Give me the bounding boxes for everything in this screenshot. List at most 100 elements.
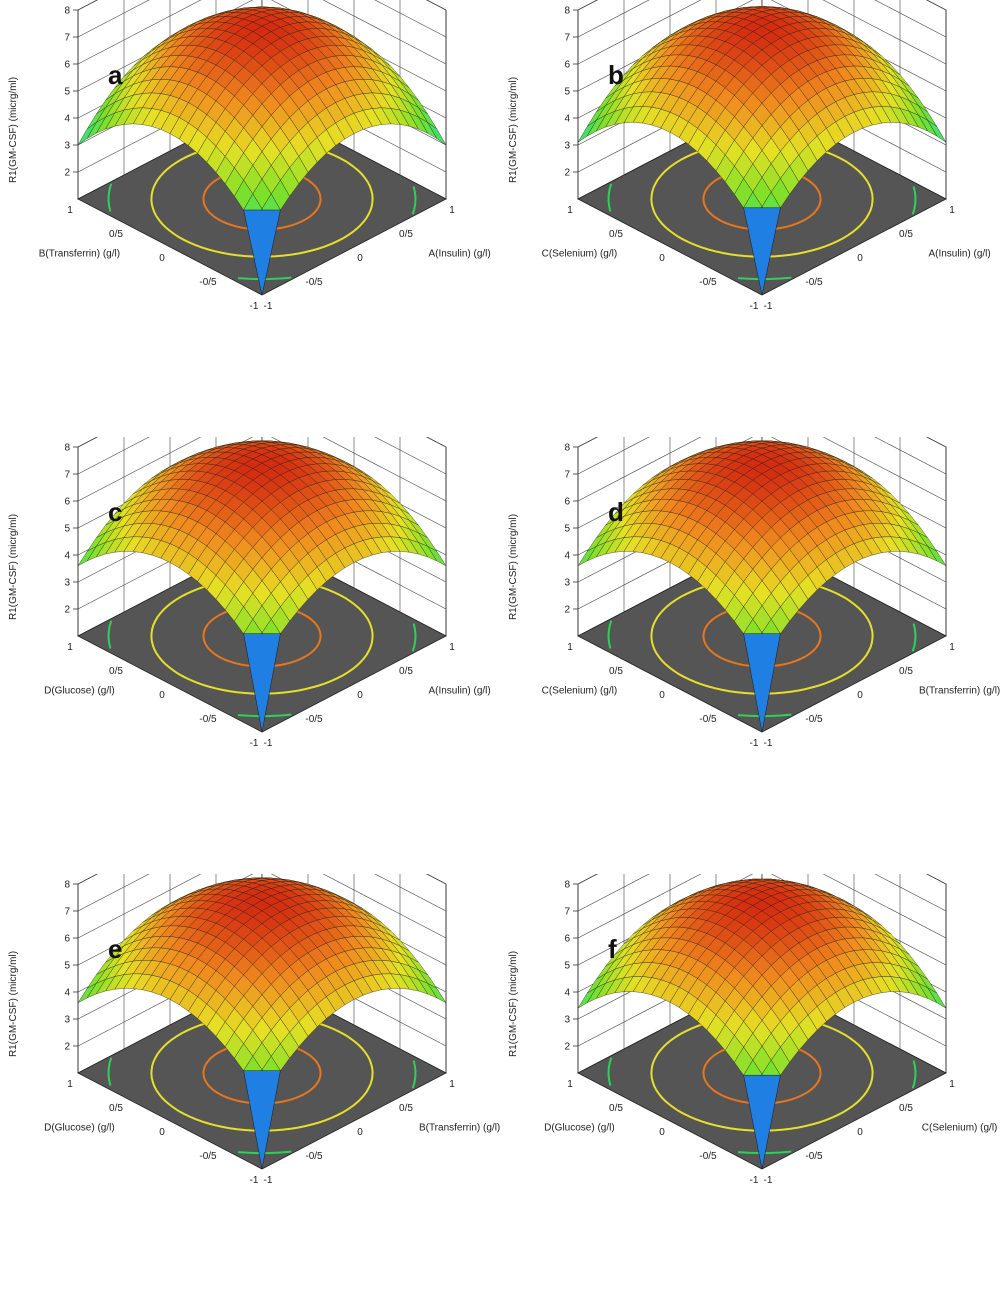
contour-line: [607, 183, 613, 212]
chart-panel-d: 2 3 4 5 6 7 8 -1 -0/5 0 0/5 1 -1 -0/5 0 0/5 1 B(Transferr…: [500, 437, 1000, 874]
z-tick-label: 7: [564, 470, 570, 481]
x-tick-label: -1: [764, 1175, 773, 1186]
y-tick-label: 0/5: [109, 229, 123, 240]
x-tick-label: -0/5: [805, 714, 823, 725]
z-tick-label: 4: [564, 114, 570, 125]
y-tick-label: -0/5: [199, 277, 217, 288]
y-tick-label: -0/5: [199, 714, 217, 725]
x-tick-label: 1: [949, 642, 955, 653]
contour-line: [607, 1057, 613, 1086]
contour-line: [107, 183, 113, 212]
x-tick-label: 0: [357, 1127, 363, 1138]
z-tick-label: 6: [64, 497, 70, 508]
y-tick-label: 0: [159, 690, 165, 701]
z-tick-label: 3: [564, 141, 570, 152]
x-ticks: -1 -0/5 0 0/5 1: [764, 1079, 956, 1186]
z-tick-label: 2: [564, 605, 570, 616]
x-tick-label: 1: [449, 205, 455, 216]
z-tick-label: 4: [64, 551, 70, 562]
y-tick-label: 0: [659, 1127, 665, 1138]
z-tick-label: 7: [64, 33, 70, 44]
y-ticks: -1 -0/5 0 0/5 1: [67, 642, 259, 749]
y-tick-label: 0/5: [109, 1103, 123, 1114]
surface-mesh: [77, 440, 447, 663]
z-tick-label: 4: [64, 114, 70, 125]
y-axis-label: B(Transferrin) (g/l): [39, 249, 120, 260]
y-tick-label: 1: [567, 642, 573, 653]
x-ticks: -1 -0/5 0 0/5 1: [764, 205, 956, 312]
x-tick-label: 0/5: [899, 229, 913, 240]
z-tick-label: 3: [64, 578, 70, 589]
contour-line: [911, 623, 917, 652]
chart-panel-f: 2 3 4 5 6 7 8 -1 -0/5 0 0/5 1 -1 -0/5 0 0/5 1 C(Selenium)…: [500, 874, 1000, 1311]
y-tick-label: -0/5: [699, 1151, 717, 1162]
z-tick-label: 8: [64, 443, 70, 454]
y-axis-label: D(Glucose) (g/l): [544, 1123, 615, 1134]
x-tick-label: 0/5: [899, 1103, 913, 1114]
y-tick-label: -0/5: [199, 1151, 217, 1162]
z-ticks: 2 3 4 5 6 7 8: [64, 443, 78, 616]
y-tick-label: -1: [750, 738, 759, 749]
y-axis-label: D(Glucose) (g/l): [44, 686, 115, 697]
surface-plot-a: 2 3 4 5 6 7 8 -1 -0/5 0 0/5 1 -1 -0/5 0 0/5 1 A(Insulin) …: [8, 0, 491, 312]
y-tick-label: 0/5: [609, 666, 623, 677]
surface-plot-b: 2 3 4 5 6 7 8 -1 -0/5 0 0/5 1 -1 -0/5 0 0/5 1 A(Insulin) …: [508, 0, 991, 312]
y-tick-label: 0: [159, 253, 165, 264]
z-tick-label: 8: [564, 443, 570, 454]
z-axis-label: R1(GM-CSF) (micrg/ml): [8, 951, 19, 1057]
z-tick-label: 3: [64, 1015, 70, 1026]
x-tick-label: -0/5: [805, 1151, 823, 1162]
x-tick-label: 0: [857, 253, 863, 264]
x-axis-label: C(Selenium) (g/l): [922, 1123, 998, 1134]
panel-letter: e: [108, 934, 122, 964]
z-tick-label: 4: [64, 988, 70, 999]
surface-mesh: [577, 878, 947, 1105]
z-axis-label: R1(GM-CSF) (micrg/ml): [8, 514, 19, 620]
z-tick-label: 5: [64, 961, 70, 972]
panel-letter: b: [608, 60, 624, 90]
contour-line: [911, 186, 917, 215]
contour-line: [911, 1060, 917, 1089]
x-tick-label: -0/5: [305, 1151, 323, 1162]
surface-spike: [243, 633, 281, 733]
x-tick-label: -0/5: [805, 277, 823, 288]
z-tick-label: 5: [64, 524, 70, 535]
x-tick-label: -0/5: [305, 714, 323, 725]
y-tick-label: 1: [67, 642, 73, 653]
y-tick-label: -1: [750, 1175, 759, 1186]
x-tick-label: -1: [264, 301, 273, 312]
x-axis-label: A(Insulin) (g/l): [428, 249, 490, 260]
x-axis-label: B(Transferrin) (g/l): [919, 686, 1000, 697]
z-tick-label: 8: [564, 6, 570, 17]
surface-plot-c: 2 3 4 5 6 7 8 -1 -0/5 0 0/5 1 -1 -0/5 0 0/5 1 A(Insulin) …: [8, 437, 491, 749]
surface-mesh: [77, 877, 447, 1100]
y-tick-label: -1: [750, 301, 759, 312]
y-tick-label: 0/5: [609, 1103, 623, 1114]
x-tick-label: 0/5: [399, 1103, 413, 1114]
z-tick-label: 6: [64, 60, 70, 71]
z-tick-label: 7: [564, 907, 570, 918]
x-ticks: -1 -0/5 0 0/5 1: [764, 642, 956, 749]
surface-mesh: [577, 6, 947, 239]
y-tick-label: 0/5: [109, 666, 123, 677]
y-tick-label: 1: [567, 1079, 573, 1090]
y-tick-label: 0: [659, 690, 665, 701]
y-tick-label: 0: [659, 253, 665, 264]
x-ticks: -1 -0/5 0 0/5 1: [264, 1079, 456, 1186]
y-ticks: -1 -0/5 0 0/5 1: [67, 205, 259, 312]
x-tick-label: 0: [857, 1127, 863, 1138]
y-tick-label: 1: [67, 1079, 73, 1090]
chart-panel-c: 2 3 4 5 6 7 8 -1 -0/5 0 0/5 1 -1 -0/5 0 0/5 1 A(Insulin) …: [0, 437, 500, 874]
z-tick-label: 5: [64, 87, 70, 98]
y-ticks: -1 -0/5 0 0/5 1: [567, 642, 759, 749]
z-tick-label: 7: [64, 470, 70, 481]
z-ticks: 2 3 4 5 6 7 8: [564, 6, 578, 179]
y-tick-label: -1: [250, 1175, 259, 1186]
x-axis-label: A(Insulin) (g/l): [428, 686, 490, 697]
chart-panel-e: 2 3 4 5 6 7 8 -1 -0/5 0 0/5 1 -1 -0/5 0 0/5 1 B(Transferr…: [0, 874, 500, 1311]
x-tick-label: 0/5: [899, 666, 913, 677]
x-tick-label: 0: [857, 690, 863, 701]
z-axis-label: R1(GM-CSF) (micrg/ml): [8, 77, 19, 183]
x-tick-label: 1: [949, 205, 955, 216]
y-tick-label: 0: [159, 1127, 165, 1138]
